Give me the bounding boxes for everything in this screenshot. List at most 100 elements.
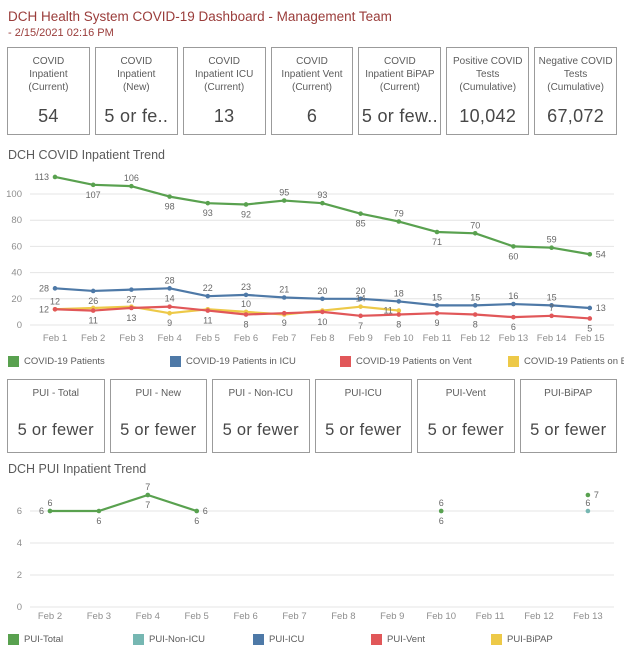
series-point-covid-19-patients[interactable] <box>587 251 593 257</box>
series-point-covid-19-patients-on-vent[interactable] <box>243 312 249 317</box>
series-point-covid-19-patients[interactable] <box>243 202 249 207</box>
series-point-covid-19-patients[interactable] <box>281 198 287 203</box>
series-point-covid-19-patients-in-icu[interactable] <box>511 301 516 307</box>
pui-card-bipap[interactable]: PUI-BiPAP 5 or fewer <box>519 379 617 453</box>
legend-item-pui-vent[interactable]: PUI-Vent <box>371 633 491 645</box>
series-point-covid-19-patients-in-icu[interactable] <box>167 286 172 291</box>
series-point-covid-19-patients[interactable] <box>511 244 516 249</box>
series-point-covid-19-patients[interactable] <box>205 200 211 206</box>
series-point-covid-19-patients[interactable] <box>52 174 58 180</box>
kpi-card-label: COVID Inpatient ICU (Current) <box>194 56 254 93</box>
kpi-card-covid-inpatient-current[interactable]: COVID Inpatient (Current) 54 <box>7 47 90 135</box>
kpi-card-covid-inpatient-vent[interactable]: COVID Inpatient Vent (Current) 6 <box>270 47 354 135</box>
series-point-pui-total[interactable] <box>47 508 53 514</box>
series-point-covid-19-patients[interactable] <box>90 182 96 188</box>
series-point-covid-19-patients[interactable] <box>434 229 440 235</box>
data-label: 6 <box>439 498 444 508</box>
kpi-card-covid-inpatient-icu[interactable]: COVID Inpatient ICU (Current) 13 <box>182 47 266 135</box>
data-label: 71 <box>432 237 442 247</box>
data-label: 15 <box>470 292 480 302</box>
series-point-covid-19-patients[interactable] <box>167 194 172 199</box>
series-point-covid-19-patients-on-vent[interactable] <box>587 316 593 321</box>
series-point-covid-19-patients-on-vent[interactable] <box>205 308 211 313</box>
series-point-covid-19-patients-in-icu[interactable] <box>472 303 478 308</box>
series-point-covid-19-patients-on-vent[interactable] <box>358 313 363 319</box>
series-point-pui-total[interactable] <box>96 508 102 514</box>
pui-card-value: 5 or fewer <box>427 421 504 439</box>
x-axis-tick-label: Feb 7 <box>282 611 306 622</box>
legend-item-pui-non-icu[interactable]: PUI-Non-ICU <box>133 633 253 645</box>
series-point-pui-total[interactable] <box>438 508 444 514</box>
series-point-covid-19-patients-on-bipap[interactable] <box>358 304 363 309</box>
x-axis-tick-label: Feb 2 <box>81 333 105 344</box>
pui-card-icu[interactable]: PUI-ICU 5 or fewer <box>314 379 412 453</box>
series-point-pui-total[interactable] <box>585 492 591 498</box>
pui-card-total[interactable]: PUI - Total 5 or fewer <box>7 379 105 453</box>
series-point-covid-19-patients-in-icu[interactable] <box>358 296 363 302</box>
kpi-card-positive-tests[interactable]: Positive COVID Tests (Cumulative) 10,042 <box>446 47 530 135</box>
series-point-pui-total[interactable] <box>194 508 199 514</box>
legend-item-covid-19-patients-on-bipap[interactable]: COVID-19 Patients on BiPAP <box>508 355 624 367</box>
series-point-covid-19-patients-on-vent[interactable] <box>472 312 478 317</box>
pui-card-label: PUI - Total <box>32 388 80 399</box>
series-point-covid-19-patients-on-vent[interactable] <box>90 308 96 313</box>
series-point-covid-19-patients-in-icu[interactable] <box>281 295 287 300</box>
series-point-covid-19-patients-in-icu[interactable] <box>243 292 249 298</box>
series-point-covid-19-patients-on-vent[interactable] <box>52 306 58 312</box>
series-point-covid-19-patients-on-vent[interactable] <box>434 310 440 316</box>
pui-card-vent[interactable]: PUI-Vent 5 or fewer <box>417 379 515 453</box>
pui-card-new[interactable]: PUI - New 5 or fewer <box>109 379 207 453</box>
series-point-covid-19-patients[interactable] <box>472 231 478 236</box>
pui-card-non-icu[interactable]: PUI - Non-ICU 5 or fewer <box>212 379 310 453</box>
series-point-pui-total[interactable] <box>145 492 151 498</box>
legend-item-pui-icu[interactable]: PUI-ICU <box>253 633 371 645</box>
series-point-covid-19-patients-on-bipap[interactable] <box>167 310 172 316</box>
series-point-covid-19-patients-on-vent[interactable] <box>320 309 325 315</box>
legend-item-covid-19-patients-in-icu[interactable]: COVID-19 Patients in ICU <box>170 355 340 367</box>
series-point-covid-19-patients-in-icu[interactable] <box>434 303 440 308</box>
kpi-card-covid-inpatient-bipap[interactable]: COVID Inpatient BiPAP (Current) 5 or few… <box>358 47 442 135</box>
legend-item-pui-bipap[interactable]: PUI-BiPAP <box>491 633 624 645</box>
data-label: 93 <box>317 190 327 200</box>
series-point-covid-19-patients-in-icu[interactable] <box>320 296 325 302</box>
data-label: 15 <box>432 292 442 302</box>
series-point-covid-19-patients[interactable] <box>396 219 402 224</box>
series-point-covid-19-patients-in-icu[interactable] <box>52 286 58 291</box>
series-point-pui-non-icu[interactable] <box>585 508 591 514</box>
data-label: 79 <box>394 209 404 219</box>
series-point-covid-19-patients-in-icu[interactable] <box>587 305 593 311</box>
series-point-covid-19-patients-on-bipap[interactable] <box>396 308 402 313</box>
series-point-covid-19-patients[interactable] <box>358 211 363 216</box>
legend-item-covid-19-patients[interactable]: COVID-19 Patients <box>8 355 170 367</box>
series-point-covid-19-patients-in-icu[interactable] <box>549 303 554 308</box>
series-point-covid-19-patients-on-vent[interactable] <box>129 305 134 311</box>
series-point-covid-19-patients-in-icu[interactable] <box>129 287 134 292</box>
pui-card-value: 5 or fewer <box>17 421 94 439</box>
series-point-covid-19-patients-on-vent[interactable] <box>281 310 287 316</box>
x-axis-tick-label: Feb 1 <box>43 333 67 344</box>
series-point-covid-19-patients-in-icu[interactable] <box>205 293 211 299</box>
series-point-covid-19-patients[interactable] <box>549 245 554 251</box>
kpi-card-covid-inpatient-new[interactable]: COVID Inpatient (New) 5 or fe.. <box>94 47 178 135</box>
covid-inpatient-trend-chart[interactable]: 0 20 40 60 80 100 Feb 1 Feb 2 Feb 3 Feb 4 Feb 5 Feb… <box>0 165 624 351</box>
data-label: 11 <box>89 316 98 326</box>
series-point-covid-19-patients[interactable] <box>129 183 134 189</box>
kpi-card-negative-tests[interactable]: Negative COVID Tests (Cumulative) 67,072 <box>534 47 618 135</box>
data-label: 12 <box>39 304 49 314</box>
y-axis-tick-label: 0 <box>17 602 22 613</box>
series-point-covid-19-patients-on-vent[interactable] <box>511 314 516 320</box>
series-point-covid-19-patients-on-vent[interactable] <box>396 312 402 317</box>
data-label: 27 <box>126 295 136 305</box>
series-point-covid-19-patients[interactable] <box>320 200 325 206</box>
pui-inpatient-trend-chart[interactable]: 0 2 4 6 Feb 2 Feb 3 Feb 4 Feb 5 Feb 6 Feb 7 Feb 8 F… <box>0 479 624 627</box>
series-point-covid-19-patients-on-vent[interactable] <box>549 313 554 319</box>
legend-swatch-icon <box>371 633 382 645</box>
series-point-covid-19-patients-on-vent[interactable] <box>167 304 172 309</box>
legend-item-pui-total[interactable]: PUI-Total <box>8 633 133 645</box>
data-label: 107 <box>86 190 101 200</box>
data-label: 10 <box>241 299 251 309</box>
legend-item-covid-19-patients-on-vent[interactable]: COVID-19 Patients on Vent <box>340 355 508 367</box>
series-point-covid-19-patients-in-icu[interactable] <box>90 288 96 294</box>
x-axis-tick-label: Feb 9 <box>380 611 404 622</box>
series-point-covid-19-patients-in-icu[interactable] <box>396 299 402 304</box>
